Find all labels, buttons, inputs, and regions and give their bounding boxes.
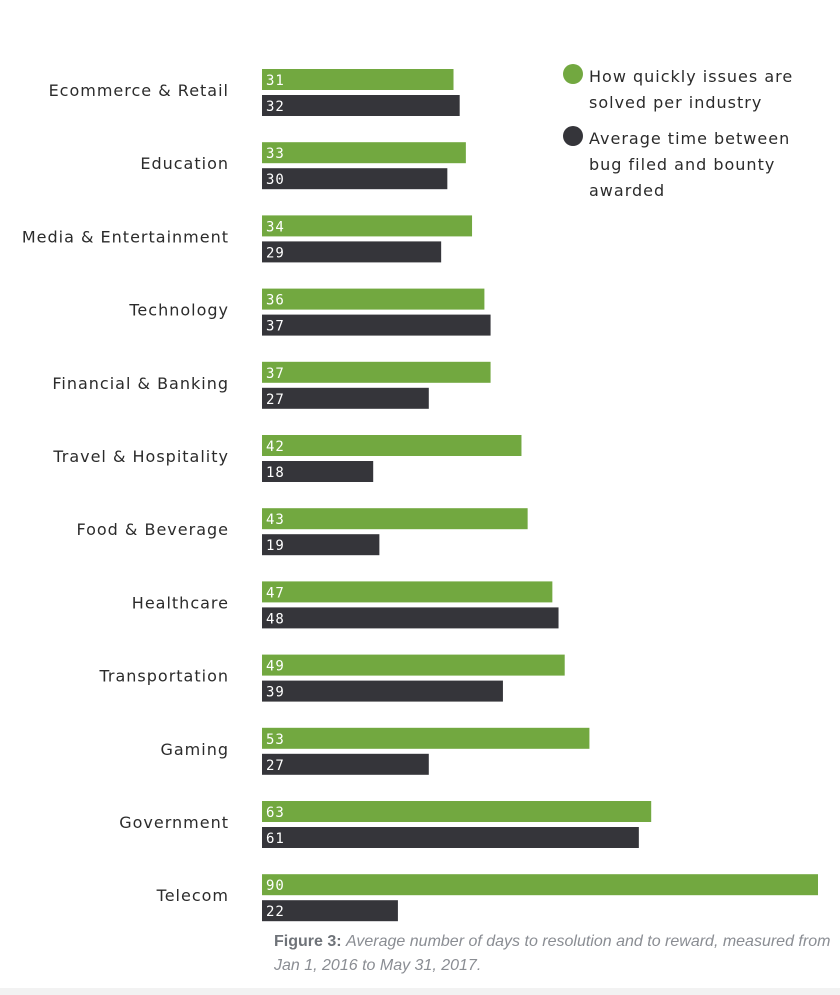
data-label: 48 bbox=[266, 611, 285, 627]
bar-bounty bbox=[262, 314, 491, 336]
caption-label: Figure 3: bbox=[274, 933, 342, 950]
bar-resolution bbox=[262, 69, 454, 90]
bar-resolution bbox=[262, 142, 466, 164]
category-label: Government bbox=[119, 813, 229, 832]
data-label: 42 bbox=[266, 439, 285, 455]
data-label: 34 bbox=[266, 219, 285, 235]
data-label: 39 bbox=[266, 685, 285, 701]
bar-resolution bbox=[262, 435, 522, 456]
bar-bounty bbox=[262, 168, 448, 190]
category-label: Media & Entertainment bbox=[22, 227, 229, 246]
legend-label-bounty: Average time between bug filed and bount… bbox=[589, 129, 791, 200]
data-label: 27 bbox=[266, 758, 285, 774]
bar-bounty bbox=[262, 900, 398, 922]
data-label: 49 bbox=[266, 659, 285, 675]
bar-bounty bbox=[262, 461, 374, 482]
bar-resolution bbox=[262, 727, 590, 749]
category-label: Telecom bbox=[156, 886, 229, 905]
category-label: Travel & Hospitality bbox=[52, 447, 229, 466]
bar-resolution bbox=[262, 581, 553, 603]
data-label: 29 bbox=[266, 245, 285, 261]
data-label: 37 bbox=[266, 319, 285, 335]
category-label: Technology bbox=[128, 301, 229, 320]
data-label: 33 bbox=[266, 146, 285, 162]
category-label: Transportation bbox=[98, 667, 229, 686]
data-label: 53 bbox=[266, 732, 285, 748]
data-label: 47 bbox=[266, 585, 285, 601]
bar-bounty bbox=[262, 95, 460, 116]
data-label: 31 bbox=[266, 73, 285, 89]
data-label: 43 bbox=[266, 512, 285, 528]
data-label: 18 bbox=[266, 465, 285, 481]
bar-resolution bbox=[262, 288, 485, 310]
data-label: 19 bbox=[266, 538, 285, 554]
category-label: Gaming bbox=[160, 740, 229, 759]
data-label: 27 bbox=[266, 392, 285, 408]
bar-bounty bbox=[262, 753, 429, 775]
bar-resolution bbox=[262, 801, 652, 822]
bar-resolution bbox=[262, 361, 491, 383]
legend-swatch-green bbox=[563, 64, 583, 84]
data-label: 61 bbox=[266, 831, 285, 847]
caption-text: Average number of days to resolution and… bbox=[274, 933, 831, 974]
bar-bounty bbox=[262, 241, 442, 263]
bar-resolution bbox=[262, 654, 565, 676]
bar-resolution bbox=[262, 215, 473, 237]
bar-bounty bbox=[262, 827, 639, 848]
data-label: 37 bbox=[266, 366, 285, 382]
bar-group-telecom: Telecom 90 22 bbox=[156, 874, 818, 922]
data-label: 63 bbox=[266, 805, 285, 821]
data-label: 30 bbox=[266, 172, 285, 188]
legend-label-resolution: How quickly issues are solved per indust… bbox=[589, 67, 794, 112]
figure-caption: Figure 3: Average number of days to reso… bbox=[274, 930, 834, 978]
data-label: 32 bbox=[266, 99, 285, 115]
category-label: Education bbox=[140, 154, 229, 173]
data-label: 22 bbox=[266, 904, 285, 920]
category-label: Healthcare bbox=[132, 593, 229, 612]
bar-group-government: Government 63 61 bbox=[119, 801, 652, 848]
bottom-divider bbox=[0, 988, 840, 995]
bar-group-financial-banking: Financial & Banking 37 27 bbox=[52, 361, 491, 409]
bar-chart: Ecommerce & Retail 31 32 Education 33 30 Media… bbox=[22, 69, 818, 922]
bar-bounty bbox=[262, 607, 559, 629]
bar-group-food-beverage: Food & Beverage 43 19 bbox=[76, 508, 528, 556]
bar-group-media-entertainment: Media & Entertainment 34 29 bbox=[22, 215, 473, 263]
legend-swatch-dark bbox=[563, 126, 583, 146]
bar-bounty bbox=[262, 387, 429, 409]
bar-group-travel-hospitality: Travel & Hospitality 42 18 bbox=[52, 435, 522, 482]
bar-group-transportation: Transportation 49 39 bbox=[98, 654, 565, 702]
bar-group-healthcare: Healthcare 47 48 bbox=[132, 581, 559, 629]
bar-group-gaming: Gaming 53 27 bbox=[160, 727, 590, 775]
bar-resolution bbox=[262, 874, 818, 896]
category-label: Financial & Banking bbox=[52, 374, 229, 393]
bar-resolution bbox=[262, 508, 528, 530]
data-label: 36 bbox=[266, 293, 285, 309]
bar-group-education: Education 33 30 bbox=[140, 142, 466, 190]
data-label: 90 bbox=[266, 878, 285, 894]
bar-group-technology: Technology 36 37 bbox=[128, 288, 491, 336]
category-label: Food & Beverage bbox=[76, 520, 229, 539]
bar-bounty bbox=[262, 680, 503, 702]
bar-group-ecommerce-retail: Ecommerce & Retail 31 32 bbox=[49, 69, 460, 116]
category-label: Ecommerce & Retail bbox=[49, 81, 229, 100]
bar-bounty bbox=[262, 534, 380, 556]
